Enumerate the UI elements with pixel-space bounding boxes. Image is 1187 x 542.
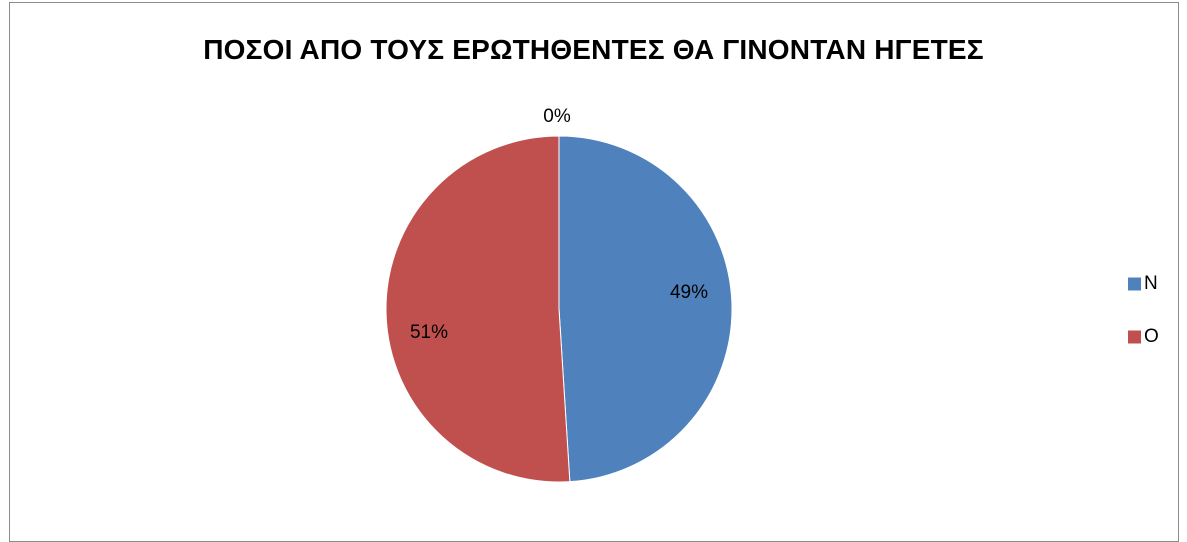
- data-label-1: 49%: [670, 282, 708, 303]
- pie-slice-2: [385, 135, 571, 483]
- legend-label-1: Ν: [1144, 273, 1158, 294]
- data-labels: 49% 51% 0%: [410, 106, 708, 343]
- pie-slices: [385, 135, 733, 483]
- chart-title: ΠΟΣΟΙ ΑΠΟ ΤΟΥΣ ΕΡΩΤΗΘΕΝΤΕΣ ΘΑ ΓΙΝΟΝΤΑΝ Η…: [203, 34, 984, 65]
- legend-label-2: Ο: [1144, 326, 1159, 347]
- legend: ΝΟ: [1128, 273, 1159, 347]
- data-label-2: 51%: [410, 322, 448, 343]
- pie-slice-1: [558, 135, 733, 483]
- data-label-3: 0%: [543, 106, 571, 127]
- legend-swatch-1: [1128, 277, 1141, 291]
- legend-swatch-2: [1128, 330, 1141, 344]
